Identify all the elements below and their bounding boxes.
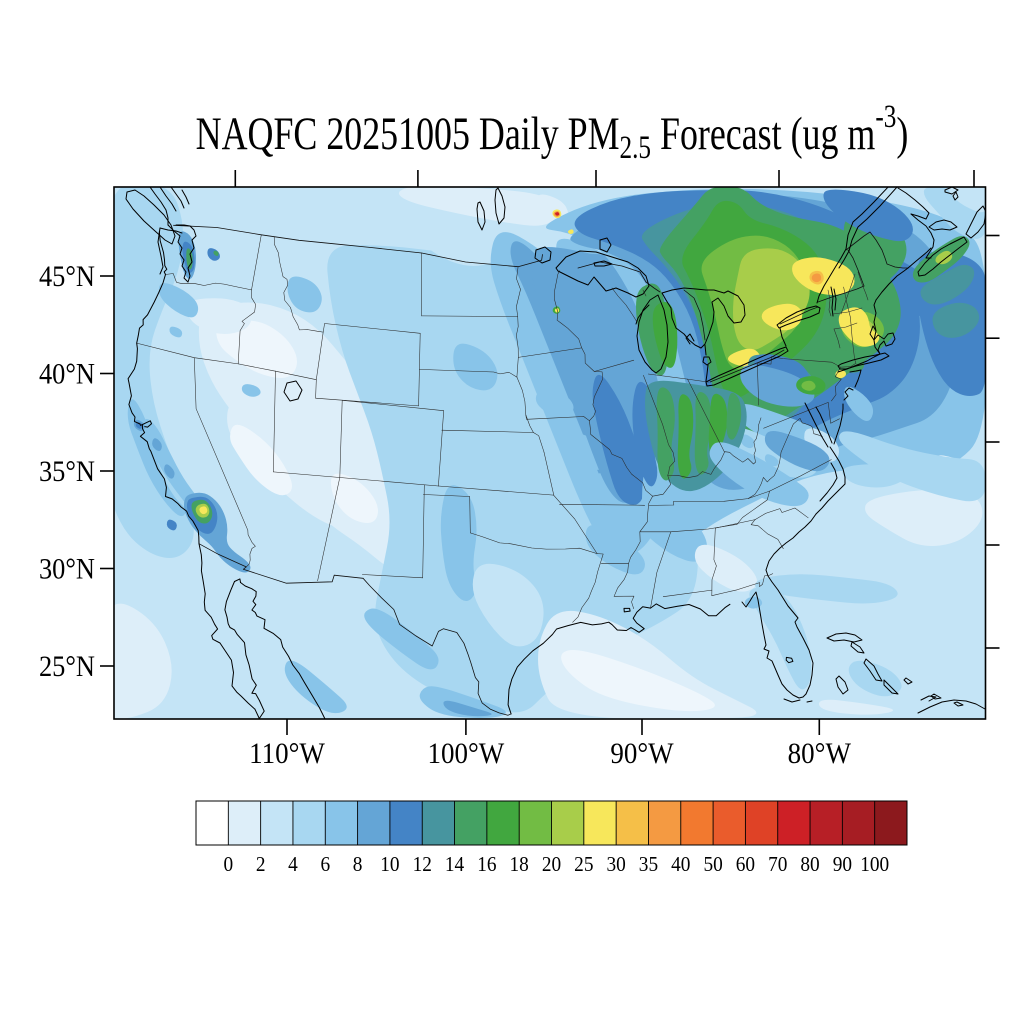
svg-text:110°W: 110°W [249,738,325,771]
svg-text:60: 60 [736,853,755,876]
svg-text:25°N: 25°N [39,651,95,684]
svg-text:70: 70 [768,853,787,876]
svg-text:100°W: 100°W [428,738,505,771]
svg-text:50: 50 [703,853,722,876]
svg-text:18: 18 [510,853,529,876]
svg-text:30: 30 [606,853,625,876]
svg-text:35°N: 35°N [39,456,95,489]
svg-text:6: 6 [320,853,330,876]
svg-text:14: 14 [445,853,464,876]
svg-text:30°N: 30°N [39,553,95,586]
svg-text:2: 2 [256,853,266,876]
svg-text:10: 10 [380,853,399,876]
svg-text:90: 90 [833,853,852,876]
svg-text:40: 40 [671,853,690,876]
svg-text:40°N: 40°N [39,358,95,391]
svg-text:8: 8 [353,853,363,876]
svg-text:25: 25 [574,853,593,876]
svg-text:4: 4 [288,853,298,876]
svg-text:90°W: 90°W [610,738,673,771]
svg-text:12: 12 [413,853,432,876]
svg-text:0: 0 [223,853,233,876]
svg-text:45°N: 45°N [39,261,95,294]
svg-text:35: 35 [639,853,658,876]
svg-text:NAQFC 20251005 Daily PM2.5 For: NAQFC 20251005 Daily PM2.5 Forecast (ug … [196,99,909,166]
svg-text:80: 80 [800,853,819,876]
svg-text:100: 100 [860,853,889,876]
svg-text:16: 16 [477,853,496,876]
svg-text:20: 20 [542,853,561,876]
svg-text:80°W: 80°W [788,738,851,771]
